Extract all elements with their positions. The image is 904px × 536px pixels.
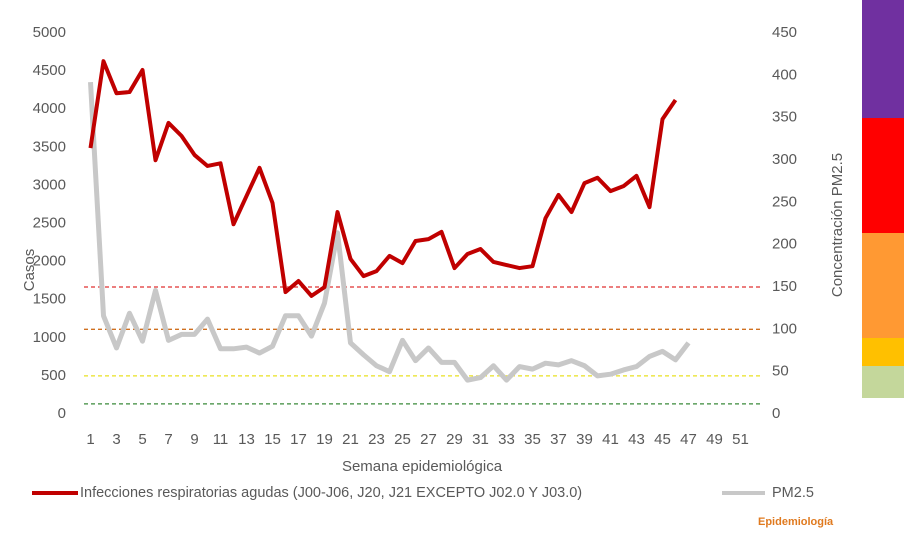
series-line xyxy=(88,59,678,298)
y2-axis-label: Concentración PM2.5 xyxy=(829,153,846,297)
y-tick-label: 500 xyxy=(41,367,66,384)
y-axis-label: Casos xyxy=(21,249,38,292)
x-tick-label: 25 xyxy=(394,431,411,448)
x-tick-label: 23 xyxy=(368,431,385,448)
y-tick-label: 5000 xyxy=(33,24,66,41)
y-tick-label: 2000 xyxy=(33,253,66,270)
y-tick-label: 1500 xyxy=(33,291,66,308)
x-tick-label: 11 xyxy=(213,431,229,448)
y-tick-label: 1000 xyxy=(33,329,66,346)
x-tick-label: 35 xyxy=(524,431,541,448)
y-tick-label: 3000 xyxy=(33,176,66,193)
x-tick-label: 27 xyxy=(420,431,437,448)
x-tick-label: 5 xyxy=(138,431,146,448)
scale-band xyxy=(862,0,904,118)
x-tick-label: 49 xyxy=(706,431,723,448)
y-tick-label: 2500 xyxy=(33,214,66,231)
y-tick-label: 4000 xyxy=(33,100,66,117)
x-tick-label: 47 xyxy=(680,431,697,448)
y2-tick-label: 350 xyxy=(772,109,797,126)
scale-band xyxy=(862,366,904,398)
y2-tick-label: 200 xyxy=(772,236,797,253)
x-tick-label: 39 xyxy=(576,431,593,448)
y2-tick-label: 150 xyxy=(772,278,797,295)
scale-band xyxy=(862,233,904,338)
x-tick-label: 1 xyxy=(86,431,94,448)
y2-tick-label: 300 xyxy=(772,151,797,168)
y2-tick-label: 100 xyxy=(772,320,797,337)
x-tick-label: 31 xyxy=(472,431,489,448)
x-tick-label: 15 xyxy=(264,431,281,448)
y-tick-label: 4500 xyxy=(33,62,66,79)
y2-tick-label: 450 xyxy=(772,24,797,41)
x-tick-label: 43 xyxy=(628,431,645,448)
scale-band xyxy=(862,118,904,233)
x-tick-label: 9 xyxy=(190,431,198,448)
x-tick-label: 21 xyxy=(342,431,359,448)
x-tick-label: 51 xyxy=(732,431,749,448)
footer: Epidemiología xyxy=(758,516,834,528)
x-tick-label: 29 xyxy=(446,431,463,448)
x-tick-label: 41 xyxy=(602,431,619,448)
x-tick-label: 17 xyxy=(290,431,307,448)
scale-band xyxy=(862,338,904,366)
legend-label: Infecciones respiratorias agudas (J00-J0… xyxy=(80,485,582,501)
legend-label: PM2.5 xyxy=(772,485,814,501)
y2-tick-label: 250 xyxy=(772,193,797,210)
x-tick-label: 45 xyxy=(654,431,671,448)
x-axis-label: Semana epidemiológica xyxy=(342,458,503,475)
y-tick-label: 3500 xyxy=(33,138,66,155)
x-tick-label: 19 xyxy=(316,431,333,448)
x-tick-label: 3 xyxy=(112,431,120,448)
y-tick-label: 0 xyxy=(58,405,66,422)
x-tick-label: 37 xyxy=(550,431,567,448)
y2-tick-label: 400 xyxy=(772,66,797,83)
x-tick-label: 7 xyxy=(164,431,172,448)
x-tick-label: 13 xyxy=(238,431,255,448)
y2-tick-label: 50 xyxy=(772,363,789,380)
series-line xyxy=(88,81,691,383)
x-tick-label: 33 xyxy=(498,431,515,448)
y2-tick-label: 0 xyxy=(772,405,780,422)
